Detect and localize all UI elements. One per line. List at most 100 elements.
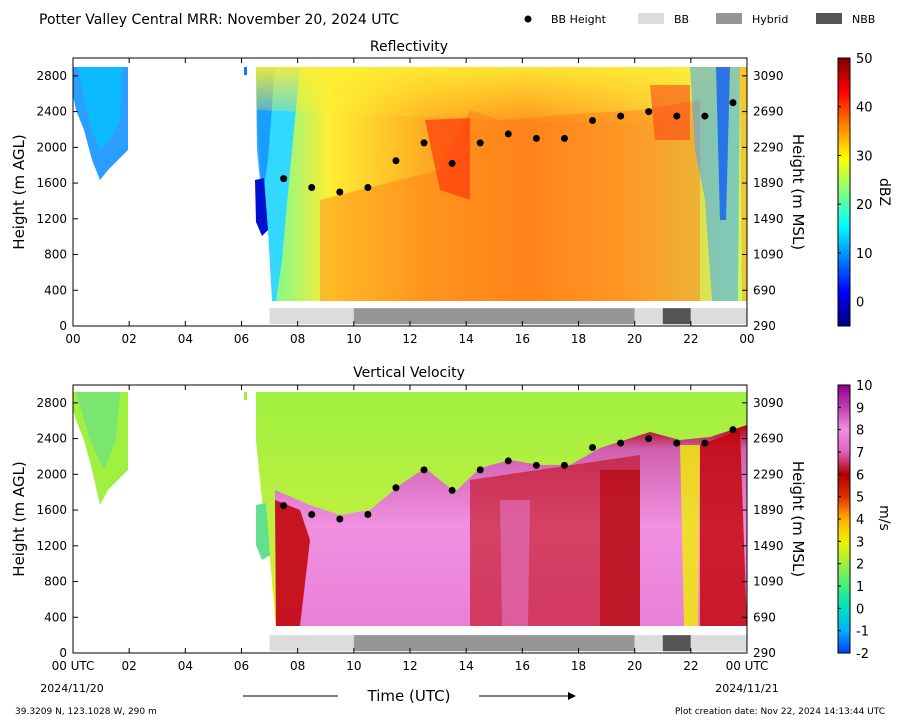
reflectivity-ylabel-left: Height (m AGL) [10, 134, 28, 249]
reflectivity-colorbar-label: dBZ [876, 178, 892, 206]
vertical-velocity-xtick-label: 18 [571, 659, 586, 673]
reflectivity-bb-type-bar [269, 308, 747, 325]
vertical-velocity-bb-height-point [504, 457, 512, 465]
vertical-velocity-bb-height-point [420, 466, 428, 474]
vertical-velocity-bb-height-point [308, 511, 316, 519]
vertical-velocity-bb-type-segment [269, 635, 354, 652]
reflectivity-xtick-label: 00 [739, 332, 754, 346]
vertical-velocity-xtick-label: 14 [459, 659, 474, 673]
legend-bb-height-label: BB Height [551, 13, 607, 26]
location-text: 39.3209 N, 123.1028 W, 290 m [15, 707, 157, 717]
vertical-velocity-xtick-label: 10 [346, 659, 361, 673]
vertical-velocity-field [73, 385, 747, 653]
reflectivity-bb-height-point [364, 184, 372, 192]
reflectivity-ytick-label-left: 800 [44, 248, 67, 262]
reflectivity-xtick-label: 08 [290, 332, 305, 346]
vertical-velocity-xtick-label: 00 UTC [52, 659, 95, 673]
legend-nbb-swatch [816, 13, 842, 24]
vertical-velocity-bb-height-point [589, 444, 597, 452]
reflectivity-ytick-label-left: 1600 [36, 176, 67, 190]
reflectivity-bb-height-point [504, 130, 512, 138]
vertical-velocity-bb-height-point [560, 461, 568, 469]
vertical-velocity-ytick-label-right: 690 [753, 610, 776, 624]
vertical-velocity-bb-type-segment [353, 635, 635, 652]
vertical-velocity-colorbar-tick-label: -1 [856, 625, 869, 640]
reflectivity-xtick-label: 00 [65, 332, 80, 346]
reflectivity-xtick-label: 02 [122, 332, 137, 346]
reflectivity-colorbar-tick-label: 0 [856, 296, 864, 311]
vertical-velocity-ytick-label-left: 2000 [36, 467, 67, 481]
reflectivity-ytick-label-left: 1200 [36, 212, 67, 226]
vertical-velocity-ytick-label-left: 0 [59, 646, 67, 660]
legend-nbb-label: NBB [852, 13, 875, 26]
reflectivity-xtick-label: 16 [515, 332, 530, 346]
reflectivity-bb-height-point [336, 188, 344, 196]
reflectivity-bb-height-point [645, 108, 653, 116]
reflectivity-ytick-label-right: 3090 [753, 69, 784, 83]
legend-bb-height-marker [524, 15, 532, 23]
reflectivity-colorbar-tick-label: 20 [856, 198, 873, 213]
reflectivity-colorbar-tick-label: 10 [856, 247, 873, 262]
vertical-velocity-colorbar-tick-label: 3 [856, 535, 864, 550]
vertical-velocity-ytick-label-right: 290 [753, 646, 776, 660]
reflectivity-ylabel-right: Height (m MSL) [789, 134, 807, 250]
reflectivity-bb-height-point [280, 175, 288, 183]
reflectivity-bb-height-point [532, 134, 540, 142]
start-date-label: 2024/11/20 [40, 682, 103, 695]
legend-hybrid-label: Hybrid [752, 13, 788, 26]
reflectivity-colorbar: 0 10 20 30 40 50 [837, 52, 873, 327]
vertical-velocity-colorbar-tick-label: 5 [856, 491, 864, 506]
reflectivity-xtick-label: 12 [402, 332, 417, 346]
end-date-label: 2024/11/21 [715, 682, 778, 695]
vertical-velocity-ytick-label-right: 1090 [753, 575, 784, 589]
vertical-velocity-panel: Vertical Velocity 00 UTC 02 04 06 08 10 12 14 16… [10, 365, 807, 673]
vertical-velocity-xtick-label: 20 [627, 659, 642, 673]
vertical-velocity-bb-height-point [673, 439, 681, 447]
reflectivity-bb-type-segment [662, 308, 691, 325]
reflectivity-ytick-label-right: 1490 [753, 212, 784, 226]
reflectivity-colorbar-tick-label: 40 [856, 101, 873, 116]
vertical-velocity-bb-height-markers [280, 426, 737, 523]
vertical-velocity-colorbar-tick-label: 7 [856, 446, 864, 461]
vertical-velocity-title: Vertical Velocity [353, 365, 465, 381]
reflectivity-title: Reflectivity [370, 39, 448, 55]
reflectivity-xtick-label: 22 [683, 332, 698, 346]
figure-title: Potter Valley Central MRR: November 20, … [39, 12, 399, 28]
reflectivity-ytick-label-right: 690 [753, 283, 776, 297]
reflectivity-ytick-label-right: 290 [753, 319, 776, 333]
vertical-velocity-xtick-label: 04 [178, 659, 193, 673]
vertical-velocity-colorbar-tick-label: 9 [856, 401, 864, 416]
reflectivity-xtick-label: 10 [346, 332, 361, 346]
reflectivity-xtick-label: 06 [234, 332, 249, 346]
reflectivity-ytick-label-right: 1090 [753, 248, 784, 262]
vertical-velocity-ytick-label-left: 1200 [36, 539, 67, 553]
vertical-velocity-ytick-label-left: 400 [44, 610, 67, 624]
vertical-velocity-xtick-label: 22 [683, 659, 698, 673]
vertical-velocity-colorbar-label: m/s [876, 505, 892, 531]
reflectivity-bb-height-markers [280, 99, 737, 196]
reflectivity-bb-height-point [560, 134, 568, 142]
vertical-velocity-ytick-label-right: 1890 [753, 503, 784, 517]
vertical-velocity-colorbar-tick-label: -2 [856, 647, 869, 662]
vertical-velocity-bb-height-point [701, 439, 709, 447]
vertical-velocity-xtick-label: 00 UTC [726, 659, 769, 673]
reflectivity-bb-type-segment [634, 308, 663, 325]
reflectivity-bb-type-segment [690, 308, 747, 325]
reflectivity-xtick-label: 04 [178, 332, 193, 346]
reflectivity-ytick-label-left: 400 [44, 283, 67, 297]
legend-bb-swatch [638, 13, 664, 24]
reflectivity-bb-height-point [701, 112, 709, 120]
reflectivity-bb-height-point [589, 117, 597, 125]
vertical-velocity-colorbar-tick-label: 2 [856, 558, 864, 573]
reflectivity-bb-height-point [392, 157, 400, 165]
vertical-velocity-bb-height-point [336, 515, 344, 523]
vertical-velocity-bb-type-segment [634, 635, 663, 652]
reflectivity-ytick-label-left: 0 [59, 319, 67, 333]
vertical-velocity-bb-height-point [532, 461, 540, 469]
vertical-velocity-colorbar-tick-label: 4 [856, 513, 864, 528]
vertical-velocity-bb-type-segment [662, 635, 691, 652]
reflectivity-colorbar-tick-label: 30 [856, 149, 873, 164]
vertical-velocity-ytick-label-left: 2400 [36, 432, 67, 446]
reflectivity-colorbar-tick-label: 50 [856, 52, 873, 67]
vertical-velocity-xtick-label: 06 [234, 659, 249, 673]
